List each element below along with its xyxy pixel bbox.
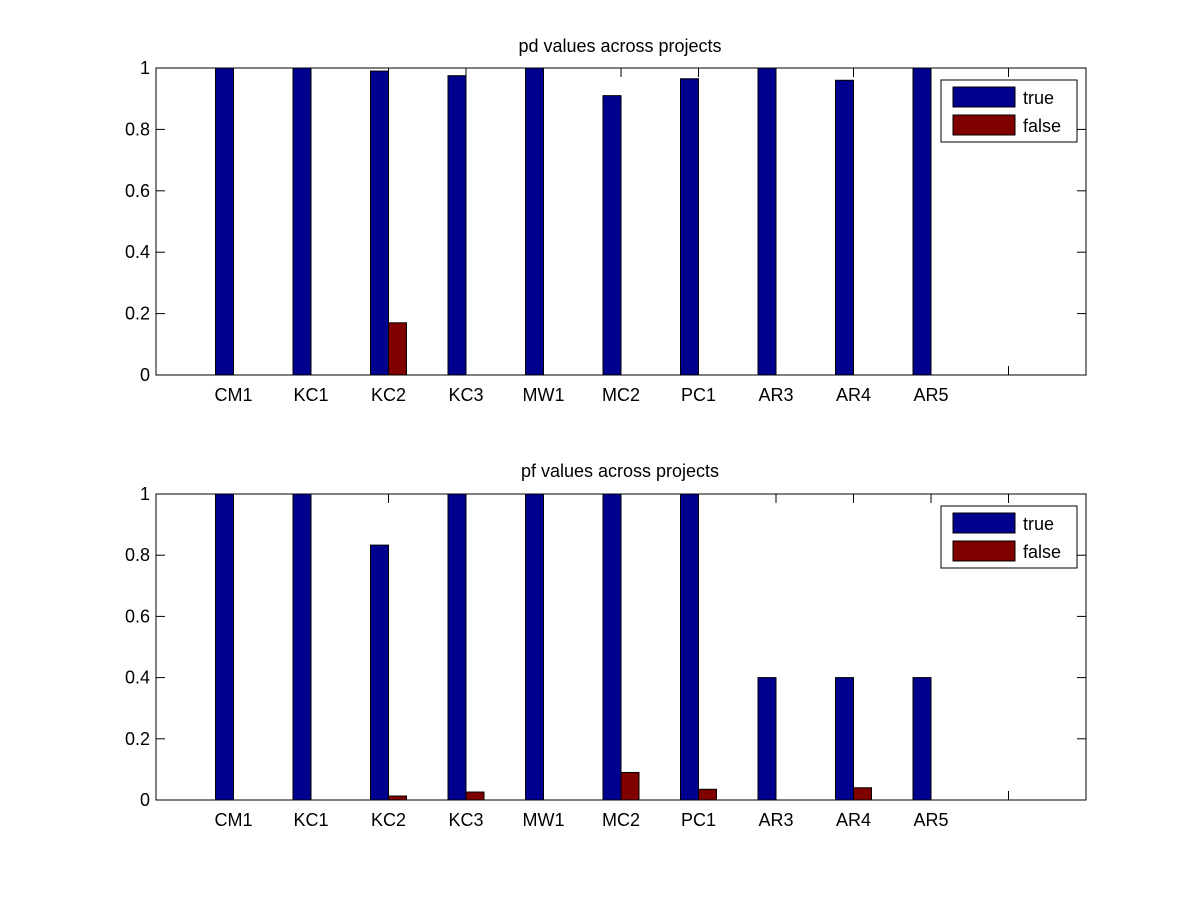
chart-title: pf values across projects: [521, 461, 719, 481]
x-tick-label: MC2: [602, 385, 640, 405]
y-tick-label: 0.4: [125, 242, 150, 262]
x-tick-label: KC1: [293, 385, 328, 405]
y-tick-label: 1: [140, 58, 150, 78]
bar-true-kc3: [447, 75, 467, 376]
bar-true-pc1: [680, 493, 699, 801]
legend: true false: [940, 79, 1078, 143]
bar-true-kc2: [370, 70, 389, 376]
bar-true-ar3: [757, 677, 777, 801]
y-axis: 0 0.2 0.4 0.6 0.8 1: [125, 484, 1086, 810]
x-tick-label: KC2: [371, 385, 406, 405]
bar-true-kc2: [370, 544, 389, 801]
legend-swatch-true: [952, 512, 1016, 534]
x-tick-label: CM1: [214, 385, 252, 405]
bar-true-kc1: [292, 67, 312, 376]
y-axis: 0 0.2 0.4 0.6 0.8 1: [125, 58, 1086, 385]
legend-label-false: false: [1023, 116, 1061, 136]
bar-true-pc1: [680, 78, 699, 376]
bars: [215, 493, 932, 801]
chart-title: pd values across projects: [518, 36, 721, 56]
x-axis: CM1 KC1 KC2 KC3 MW1 MC2 PC1 AR3 AR4 AR5: [214, 494, 1009, 830]
y-tick-label: 0.6: [125, 181, 150, 201]
x-tick-label: CM1: [214, 810, 252, 830]
bar-false-kc3: [465, 791, 485, 801]
subplot-pf: pf values across projects 0 0.2 0.4 0.6 0.8 1…: [125, 461, 1087, 830]
bar-false-kc2: [388, 795, 407, 801]
legend-label-false: false: [1023, 542, 1061, 562]
x-tick-label: AR3: [758, 385, 793, 405]
x-tick-label: AR4: [836, 385, 871, 405]
x-tick-label: MW1: [523, 385, 565, 405]
bar-false-ar4: [853, 787, 872, 801]
bar-true-cm1: [215, 493, 234, 801]
y-tick-label: 0.2: [125, 729, 150, 749]
legend-swatch-false: [952, 114, 1016, 136]
bar-true-ar3: [757, 67, 777, 376]
bar-true-mc2: [602, 95, 622, 376]
bar-false-mc2: [620, 771, 640, 801]
x-axis: CM1 KC1 KC2 KC3 MW1 MC2 PC1 AR3 AR4 AR5: [214, 68, 1009, 405]
bars: [215, 67, 932, 376]
y-tick-label: 0.4: [125, 668, 150, 688]
bar-true-mw1: [525, 67, 544, 376]
x-tick-label: PC1: [681, 810, 716, 830]
x-tick-label: KC3: [448, 385, 483, 405]
bar-true-ar4: [835, 677, 854, 801]
bar-true-ar4: [835, 79, 854, 376]
y-tick-label: 0.6: [125, 606, 150, 626]
y-tick-label: 0: [140, 790, 150, 810]
legend-label-true: true: [1023, 514, 1054, 534]
bar-true-ar5: [912, 677, 932, 801]
y-tick-label: 1: [140, 484, 150, 504]
legend-label-true: true: [1023, 88, 1054, 108]
bar-true-cm1: [215, 67, 234, 376]
y-tick-label: 0.2: [125, 304, 150, 324]
y-tick-label: 0: [140, 365, 150, 385]
legend-swatch-true: [952, 86, 1016, 108]
x-tick-label: AR3: [758, 810, 793, 830]
x-tick-label: AR4: [836, 810, 871, 830]
x-tick-label: AR5: [913, 810, 948, 830]
bar-true-ar5: [912, 67, 932, 376]
bar-false-kc2: [388, 322, 407, 376]
y-tick-label: 0.8: [125, 119, 150, 139]
x-tick-label: KC3: [448, 810, 483, 830]
x-tick-label: MC2: [602, 810, 640, 830]
bar-true-kc3: [447, 493, 467, 801]
x-tick-label: MW1: [523, 810, 565, 830]
x-tick-label: AR5: [913, 385, 948, 405]
bar-true-mc2: [602, 493, 622, 801]
legend: true false: [940, 505, 1078, 569]
bar-true-mw1: [525, 493, 544, 801]
x-tick-label: KC2: [371, 810, 406, 830]
x-tick-label: PC1: [681, 385, 716, 405]
y-tick-label: 0.8: [125, 545, 150, 565]
bar-true-kc1: [292, 493, 312, 801]
bar-false-pc1: [698, 788, 717, 801]
legend-swatch-false: [952, 540, 1016, 562]
subplot-pd: pd values across projects 0 0.2 0.4 0.6 0.8 1…: [125, 36, 1087, 405]
x-tick-label: KC1: [293, 810, 328, 830]
